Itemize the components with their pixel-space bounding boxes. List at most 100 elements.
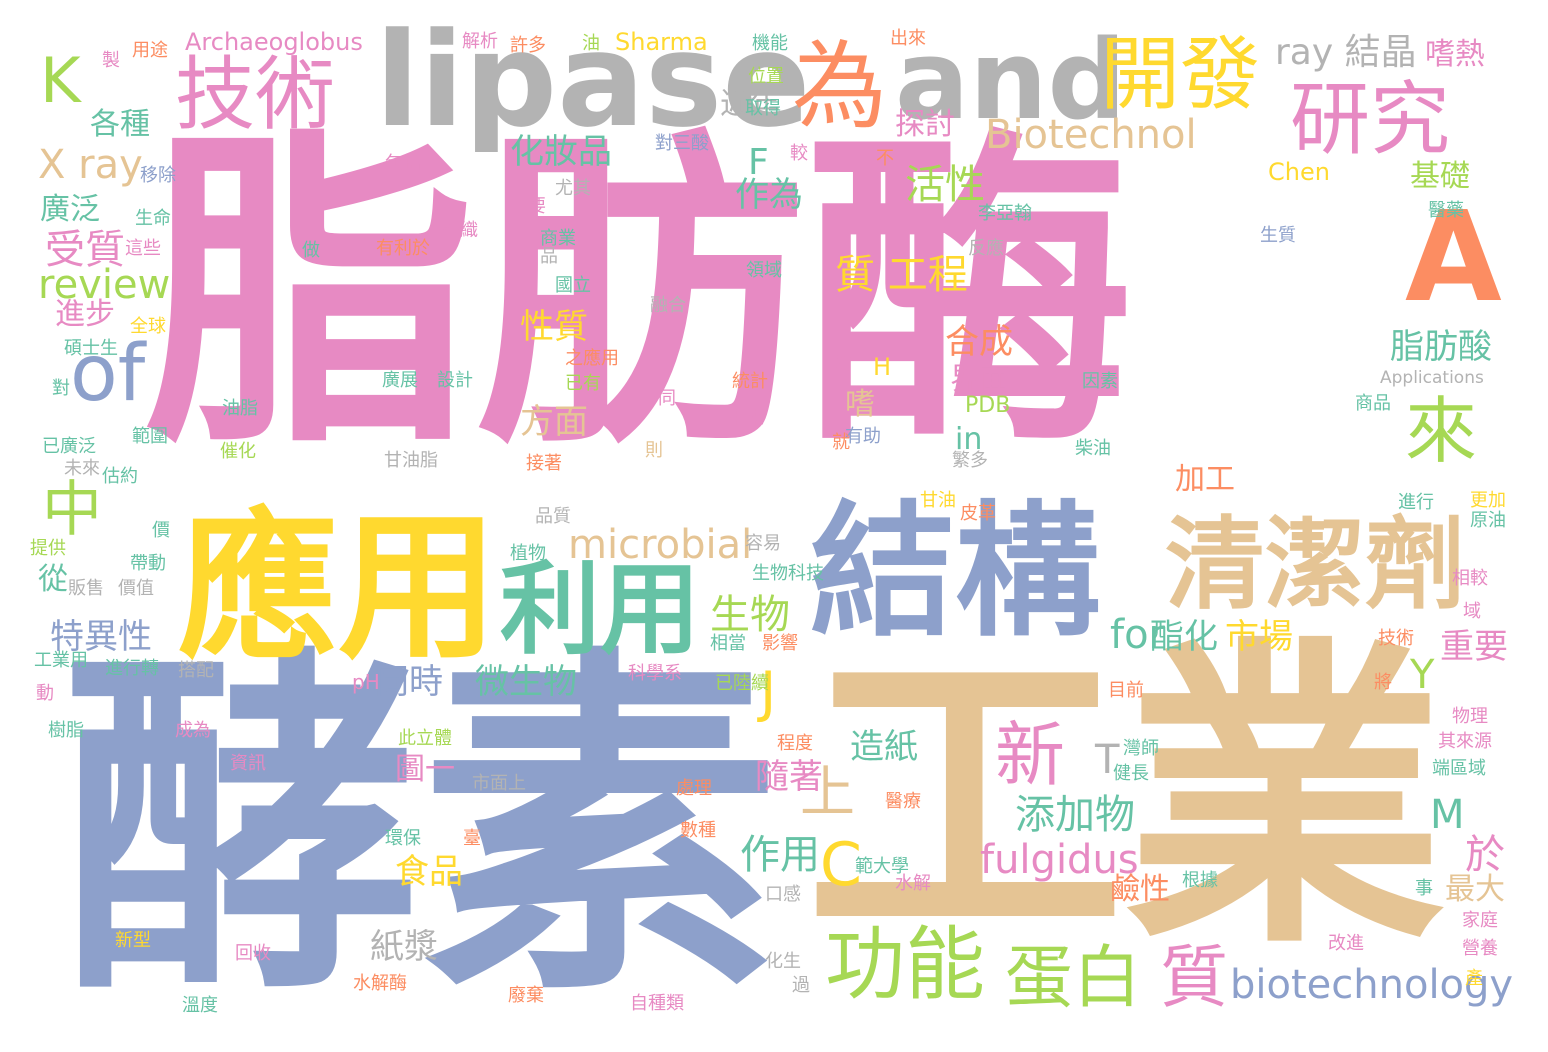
word-41: 造紙 [850, 727, 918, 767]
word-176: 處理 [676, 778, 712, 799]
word-9: 利用 [500, 551, 700, 668]
word-103: 商業 [540, 228, 576, 249]
word-169: 程度 [777, 733, 813, 754]
word-86: 出來 [890, 28, 926, 49]
word-194: 過 [789, 975, 810, 993]
word-55: 探討 [895, 107, 955, 142]
word-44: 微生物 [475, 662, 577, 702]
word-158: 相當 [710, 633, 746, 654]
word-141: 原油 [1470, 510, 1506, 531]
word-115: 已有 [565, 373, 601, 394]
word-156: 搭配 [178, 660, 214, 681]
word-43: 食品 [395, 852, 463, 892]
word-130: 甘油脂 [384, 450, 438, 471]
word-125: 有助 [845, 426, 881, 447]
word-63: 加工 [1175, 462, 1235, 497]
word-50: 脂肪酸 [1390, 327, 1492, 367]
word-84: 油 [582, 33, 600, 54]
word-61: 進步 [55, 297, 115, 332]
word-114: 之應用 [565, 348, 619, 369]
word-160: 技術 [1378, 628, 1414, 649]
word-80: H [873, 353, 892, 381]
word-88: 製 [102, 50, 120, 71]
word-112: 全球 [130, 316, 166, 337]
word-135: 未來 [64, 458, 100, 479]
word-25: C [820, 830, 862, 900]
word-59: 各種 [90, 107, 150, 142]
word-140: 更加 [1470, 490, 1506, 511]
word-31: review [38, 262, 171, 308]
word-122: 油脂 [222, 398, 258, 419]
word-142: 價 [152, 520, 170, 541]
word-131: 接著 [526, 453, 562, 474]
word-184: 事 [1412, 878, 1433, 896]
word-154: 工業用 [34, 650, 88, 671]
word-0: 脂肪酶 [145, 103, 1135, 487]
word-110: 融合 [650, 295, 686, 316]
word-32: X ray [38, 142, 143, 188]
word-37: 受質 [45, 227, 125, 273]
word-79: Applications [1380, 368, 1484, 388]
word-101: 醫藥 [1428, 200, 1464, 221]
word-182: 水解 [895, 873, 931, 894]
word-99: 紡織 [442, 220, 478, 241]
word-60: 廣泛 [40, 192, 100, 227]
word-151: 生物科技 [752, 563, 824, 584]
word-147: 容易 [745, 533, 781, 554]
word-94: 不 [876, 148, 894, 169]
word-54: 隨著 [755, 757, 823, 797]
word-113: 碩士生 [64, 338, 118, 359]
word-78: PDB [965, 393, 1011, 418]
word-47: 市場 [1225, 617, 1293, 657]
word-132: 則 [645, 440, 663, 461]
word-49: 重要 [1440, 627, 1508, 667]
word-87: 用途 [132, 40, 168, 61]
word-152: 相較 [1452, 568, 1488, 589]
word-149: 販售 [68, 578, 104, 599]
word-30: 質 工程 [835, 252, 968, 298]
word-93: 包括 [385, 153, 421, 174]
word-159: 影響 [762, 633, 798, 654]
word-121: 對 [52, 378, 70, 399]
word-174: 健長 [1113, 763, 1149, 784]
word-12: 研究 [1290, 73, 1450, 166]
word-17: of [70, 329, 146, 419]
word-183: 根據 [1182, 870, 1218, 891]
word-162: 動 [36, 683, 54, 704]
word-26: 上 [800, 760, 856, 824]
word-16: 質 [1160, 939, 1229, 1018]
word-14: 功能 [825, 918, 985, 1011]
word-150: 價值 [118, 578, 154, 599]
word-172: 資訊 [230, 753, 266, 774]
word-15: 蛋白 [1005, 939, 1142, 1018]
word-168: 此立體 [398, 728, 452, 749]
word-72: T [1095, 737, 1120, 783]
word-148: 帶動 [130, 553, 166, 574]
word-27: J [760, 660, 777, 724]
word-91: 對三酸 [655, 133, 709, 154]
word-48: 酯化 [1150, 617, 1218, 657]
word-136: 估約 [102, 466, 138, 487]
word-180: 數種 [680, 820, 716, 841]
word-13: 開發 [1100, 28, 1260, 121]
word-45: 同時 [375, 662, 443, 702]
word-143: 品質 [535, 506, 571, 527]
word-124: 用來 [728, 408, 764, 429]
word-3: lipase [375, 4, 811, 156]
word-126: 商品 [1355, 393, 1391, 414]
word-163: 已陸續 [715, 673, 769, 694]
word-102: 這些 [125, 238, 161, 259]
word-92: 較 [790, 143, 808, 164]
word-18: 來 [1405, 389, 1478, 473]
word-98: 生命 [135, 208, 171, 229]
word-108: 生質 [1260, 225, 1296, 246]
word-64: 鹼性 [1110, 872, 1170, 907]
word-117: 廣展 [382, 370, 418, 391]
word-111: 領域 [746, 260, 782, 281]
word-188: 回收 [235, 943, 271, 964]
word-8: 清潔劑 [1165, 506, 1465, 623]
word-77: Chen [1268, 158, 1330, 186]
word-157: 科學系 [628, 663, 682, 684]
word-75: Archaeoglobus [185, 28, 363, 56]
